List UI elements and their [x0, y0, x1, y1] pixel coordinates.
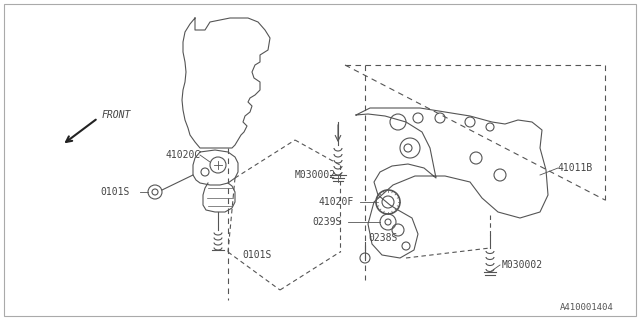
Text: 0101S: 0101S — [242, 250, 271, 260]
Text: FRONT: FRONT — [102, 110, 131, 120]
Text: M030002: M030002 — [502, 260, 543, 270]
Text: 41020F: 41020F — [318, 197, 353, 207]
Text: A410001404: A410001404 — [560, 303, 614, 313]
Text: 0101S: 0101S — [100, 187, 129, 197]
Text: 41011B: 41011B — [558, 163, 593, 173]
Text: M030002: M030002 — [295, 170, 336, 180]
Text: 0238S: 0238S — [368, 233, 397, 243]
Text: 0239S: 0239S — [312, 217, 341, 227]
Text: 41020C: 41020C — [165, 150, 200, 160]
